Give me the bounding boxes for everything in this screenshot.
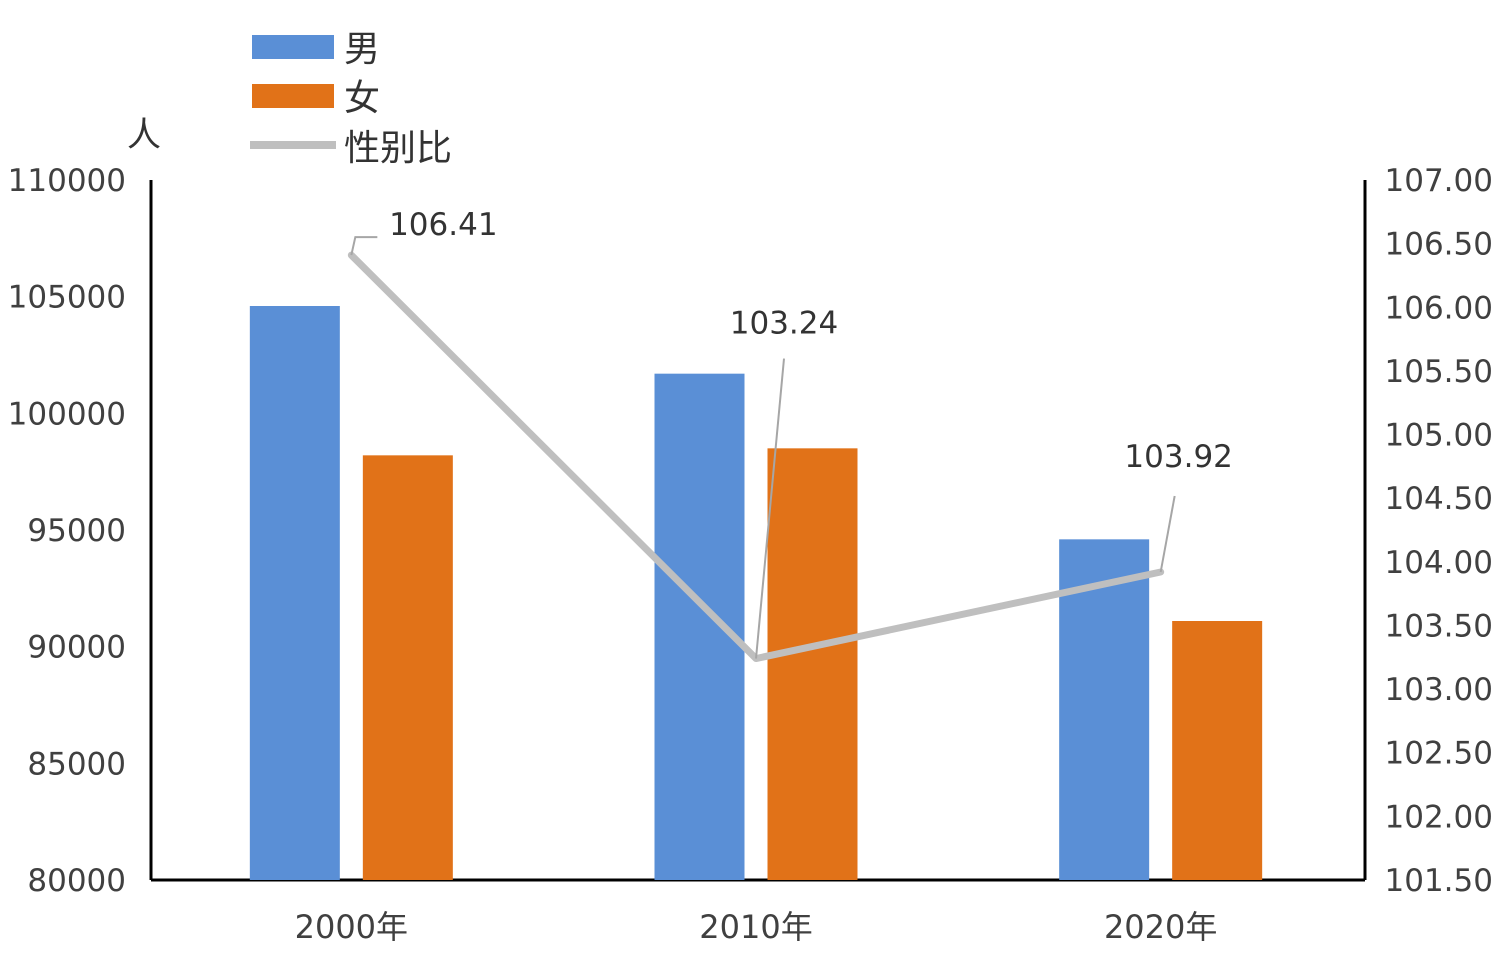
left-axis-tick-label: 110000 — [8, 163, 126, 199]
right-axis-tick-label: 102.50 — [1385, 736, 1493, 772]
right-axis-tick-label: 105.50 — [1385, 354, 1493, 390]
right-axis-tick-label: 106.50 — [1385, 227, 1493, 263]
data-label-leader — [1159, 495, 1176, 573]
bar-female — [1172, 621, 1263, 880]
right-axis-tick-label: 104.00 — [1385, 545, 1493, 581]
x-axis-category-labels: 2000年 2010年 2020年 — [295, 908, 1218, 946]
left-axis-unit-label: 人 — [127, 115, 161, 155]
left-axis-tick-label: 105000 — [8, 280, 126, 316]
x-axis-category-label: 2000年 — [295, 908, 408, 946]
right-axis-tick-label: 107.00 — [1385, 163, 1493, 199]
x-axis-category-label: 2020年 — [1104, 908, 1217, 946]
right-axis-tick-label: 102.00 — [1385, 799, 1493, 835]
right-axis-tick-label: 104.50 — [1385, 481, 1493, 517]
x-axis-category-label: 2010年 — [699, 908, 812, 946]
bar-male — [1059, 539, 1150, 880]
legend-swatch-female — [252, 84, 334, 108]
sex-ratio-data-label: 103.24 — [730, 306, 838, 342]
right-axis-tick-label: 103.00 — [1385, 672, 1493, 708]
sex-ratio-series: 106.41 103.24 103.92 — [347, 207, 1233, 663]
left-axis-ticks: 80000 85000 90000 95000 100000 105000 110000 — [8, 163, 126, 899]
right-axis-ticks: 101.50 102.00 102.50 103.00 103.50 104.00 104.… — [1385, 163, 1493, 899]
bar-female — [362, 455, 453, 880]
legend-label-sex-ratio: 性别比 — [344, 128, 452, 169]
legend: 男 女 性别比 — [250, 29, 452, 169]
legend-label-male: 男 — [344, 29, 380, 70]
bars — [249, 306, 1263, 880]
sex-ratio-data-label: 103.92 — [1124, 439, 1232, 475]
bar-male — [249, 306, 340, 880]
left-axis-tick-label: 100000 — [8, 396, 126, 432]
legend-label-female: 女 — [344, 78, 380, 119]
data-label-leader — [350, 236, 378, 256]
bar-female — [767, 448, 858, 880]
right-axis-tick-label: 106.00 — [1385, 290, 1493, 326]
right-axis-tick-label: 103.50 — [1385, 608, 1493, 644]
right-axis-tick-label: 101.50 — [1385, 863, 1493, 899]
left-axis-tick-label: 85000 — [27, 746, 126, 782]
sex-ratio-data-label: 106.41 — [389, 207, 497, 243]
left-axis-tick-label: 90000 — [27, 630, 126, 666]
left-axis-tick-label: 80000 — [27, 863, 126, 899]
bar-male — [654, 373, 745, 880]
legend-swatch-male — [252, 35, 334, 59]
data-label-leader — [755, 358, 785, 659]
left-axis-tick-label: 95000 — [27, 513, 126, 549]
right-axis-tick-label: 105.00 — [1385, 418, 1493, 454]
